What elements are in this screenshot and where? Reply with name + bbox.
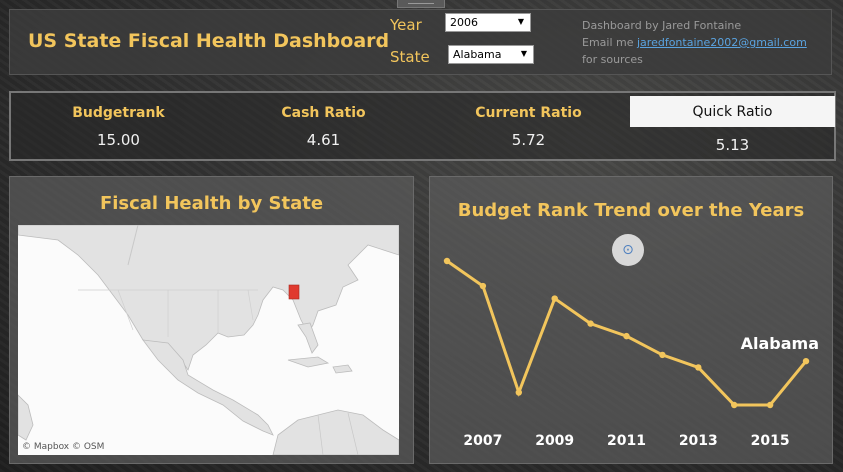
alabama-highlight[interactable] bbox=[288, 284, 300, 300]
x-tick-label: 2009 bbox=[535, 433, 574, 449]
central-america-land bbox=[142, 339, 274, 436]
kpi-quick-ratio[interactable]: Quick Ratio 5.13 bbox=[630, 93, 835, 159]
kpi-value: 5.13 bbox=[715, 136, 750, 154]
map-title: Fiscal Health by State bbox=[99, 193, 324, 214]
map-attribution: © Mapbox © OSM bbox=[22, 442, 105, 452]
kpi-label: Cash Ratio bbox=[281, 105, 366, 121]
kpi-label: Budgetrank bbox=[72, 105, 165, 121]
kpi-current-ratio[interactable]: Current Ratio 5.72 bbox=[426, 93, 631, 159]
kpi-value: 15.00 bbox=[97, 131, 140, 149]
credit-author: Dashboard by Jared Fontaine bbox=[582, 19, 742, 32]
map-panel: Fiscal Health by State © Mapbox © OSM bbox=[9, 176, 414, 464]
chart-panel: Budget Rank Trend over the Years ⊙ Alaba… bbox=[429, 176, 833, 464]
data-point[interactable] bbox=[659, 351, 666, 359]
data-point[interactable] bbox=[731, 401, 738, 409]
state-select-value: Alabama bbox=[453, 48, 502, 61]
year-select[interactable]: 2006 ▼ bbox=[445, 13, 531, 32]
focus-icon[interactable]: ⊙ bbox=[612, 234, 644, 266]
data-point[interactable] bbox=[443, 257, 451, 265]
state-label: State bbox=[390, 48, 430, 66]
data-point[interactable] bbox=[479, 282, 487, 290]
line-chart: Alabama 2007 2009 2011 2013 2015 bbox=[443, 257, 819, 449]
data-point[interactable] bbox=[802, 357, 810, 365]
data-point[interactable] bbox=[515, 389, 522, 396]
kpi-label: Current Ratio bbox=[475, 105, 582, 121]
x-tick-label: 2007 bbox=[463, 433, 502, 449]
year-label: Year bbox=[390, 16, 422, 34]
email-link[interactable]: jaredfontaine2002@gmail.com bbox=[637, 36, 807, 49]
chart-title: Budget Rank Trend over the Years bbox=[457, 200, 805, 221]
credit-email-prefix: Email me bbox=[582, 36, 637, 49]
kpi-label: Quick Ratio bbox=[630, 96, 835, 127]
header-bar: US State Fiscal Health Dashboard Year 20… bbox=[9, 9, 832, 75]
north-america-land bbox=[18, 225, 399, 371]
drag-handle[interactable] bbox=[397, 0, 445, 8]
year-select-value: 2006 bbox=[450, 16, 478, 29]
state-select[interactable]: Alabama ▼ bbox=[448, 45, 534, 64]
map-view[interactable]: © Mapbox © OSM bbox=[18, 225, 399, 455]
kpi-value: 5.72 bbox=[511, 131, 546, 149]
chevron-down-icon: ▼ bbox=[520, 49, 527, 58]
series-label: Alabama bbox=[741, 334, 819, 353]
data-point[interactable] bbox=[551, 295, 558, 302]
kpi-bar: Budgetrank 15.00 Cash Ratio 4.61 Current… bbox=[9, 91, 836, 161]
x-tick-label: 2015 bbox=[751, 433, 790, 449]
x-tick-label: 2013 bbox=[679, 433, 718, 449]
kpi-cash-ratio[interactable]: Cash Ratio 4.61 bbox=[221, 93, 426, 159]
credits: Dashboard by Jared Fontaine Email me jar… bbox=[582, 17, 807, 68]
dashboard-title: US State Fiscal Health Dashboard bbox=[28, 30, 390, 52]
x-tick-label: 2011 bbox=[607, 433, 646, 449]
data-point[interactable] bbox=[587, 320, 594, 327]
chevron-down-icon: ▼ bbox=[517, 17, 524, 26]
south-america-land bbox=[272, 409, 399, 455]
data-point[interactable] bbox=[623, 332, 630, 340]
credit-sources: for sources bbox=[582, 53, 643, 66]
kpi-budgetrank[interactable]: Budgetrank 15.00 bbox=[16, 93, 221, 159]
kpi-value: 4.61 bbox=[306, 131, 341, 149]
data-point[interactable] bbox=[695, 364, 702, 371]
map-svg bbox=[18, 225, 399, 455]
data-point[interactable] bbox=[766, 401, 774, 409]
